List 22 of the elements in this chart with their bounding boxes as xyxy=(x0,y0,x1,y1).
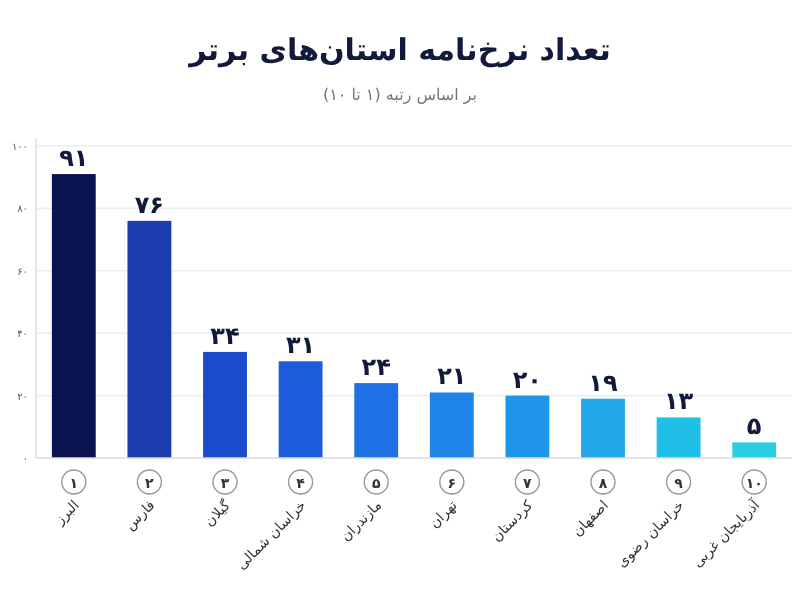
data-label: ۲۰ xyxy=(512,365,543,394)
bar xyxy=(656,417,701,458)
data-label: ۹۱ xyxy=(59,144,89,173)
data-label: ۲۴ xyxy=(361,353,391,382)
bar xyxy=(51,174,96,458)
data-label: ۲۱ xyxy=(437,362,467,391)
chart-title: تعداد نرخ‌نامه استان‌های برتر xyxy=(187,32,611,68)
bar xyxy=(505,395,550,458)
bar xyxy=(429,392,474,458)
data-label: ۳۱ xyxy=(285,331,316,360)
bar xyxy=(278,361,323,458)
bar xyxy=(127,220,172,458)
data-label: ۷۶ xyxy=(134,190,165,219)
chart-subtitle: بر اساس رتبه (۱ تا ۱۰) xyxy=(322,86,478,104)
bar xyxy=(581,398,625,458)
bar xyxy=(354,383,399,458)
data-label: ۳۴ xyxy=(210,321,240,350)
bar xyxy=(732,442,777,458)
data-label: ۱۳ xyxy=(663,387,695,416)
bar xyxy=(203,351,247,458)
data-label: ۱۹ xyxy=(588,368,619,397)
data-label: ۵ xyxy=(746,412,762,441)
